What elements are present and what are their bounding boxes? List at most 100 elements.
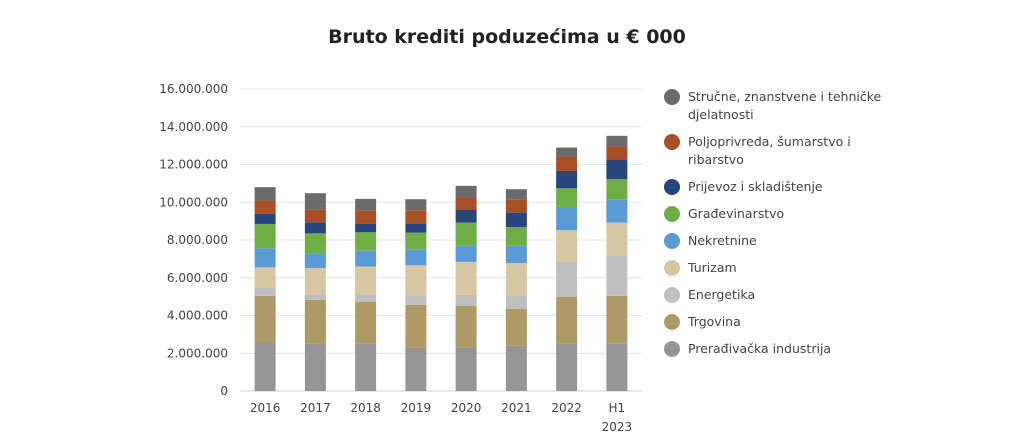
bar-segment xyxy=(455,197,477,210)
bar-segment xyxy=(556,156,578,171)
bar-segment xyxy=(254,267,276,288)
legend-label: Stručne, znanstvene i tehničke djelatnos… xyxy=(688,89,882,122)
bar-segment xyxy=(405,265,427,296)
bar-segment xyxy=(254,248,276,268)
legend-item: Stručne, znanstvene i tehničke djelatnos… xyxy=(664,88,924,124)
legend-label: Energetika xyxy=(688,287,756,302)
bar-segment xyxy=(254,287,276,296)
bar-segment xyxy=(606,295,628,344)
legend-label: Poljoprivreda, šumarstvo i ribarstvo xyxy=(688,134,851,167)
bar-segment xyxy=(606,146,628,160)
bar-segment xyxy=(405,232,427,250)
legend-marker xyxy=(664,287,680,303)
x-tick-label: 2022 xyxy=(551,401,582,415)
bar-segment xyxy=(405,304,427,348)
bar-segment xyxy=(556,206,578,231)
bar-segment xyxy=(304,222,326,234)
bar-segment xyxy=(304,343,326,391)
bar-segment xyxy=(304,253,326,269)
bar-segment xyxy=(355,198,377,211)
bar-segment xyxy=(505,226,527,246)
legend-marker xyxy=(664,314,680,330)
bar-segment xyxy=(455,245,477,262)
legend-item: Poljoprivreda, šumarstvo i ribarstvo xyxy=(664,133,924,169)
bar-segment xyxy=(355,232,377,251)
bar-segment xyxy=(556,188,578,207)
legend-item: Prerađivačka industrija xyxy=(664,340,924,358)
bar-segment xyxy=(254,200,276,214)
bar-segment xyxy=(254,342,276,391)
bar-segment xyxy=(304,193,326,210)
bar-segment xyxy=(304,299,326,344)
bar-segment xyxy=(556,230,578,262)
bar-segment xyxy=(304,268,326,295)
bar-segment xyxy=(355,223,377,233)
bar-segment xyxy=(455,305,477,348)
bar-segment xyxy=(505,189,527,200)
bar-segment xyxy=(556,261,578,298)
y-tick-label: 16.000.000 xyxy=(159,82,228,96)
bar-segment xyxy=(455,261,477,295)
bar-segment xyxy=(405,295,427,305)
bar-segment xyxy=(405,249,427,266)
bar-segment xyxy=(355,250,377,267)
legend-label: Građevinarstvo xyxy=(688,206,785,221)
legend-item: Nekretnine xyxy=(664,232,924,250)
bar-segment xyxy=(405,199,427,211)
bar-segment xyxy=(405,223,427,233)
bar-segment xyxy=(304,209,326,223)
legend-label: Turizam xyxy=(688,260,737,275)
bar-segment xyxy=(606,199,628,223)
bar-segment xyxy=(606,135,628,147)
legend-item: Turizam xyxy=(664,259,924,277)
bar-segment xyxy=(455,347,477,391)
bar-segment xyxy=(606,255,628,296)
bar-segment xyxy=(505,199,527,213)
y-tick-label: 12.000.000 xyxy=(159,158,228,172)
legend-label: Trgovina xyxy=(688,314,741,329)
legend-item: Građevinarstvo xyxy=(664,205,924,223)
bar-segment xyxy=(505,245,527,264)
bar-segment xyxy=(355,266,377,295)
bar-segment xyxy=(505,263,527,296)
bar-segment xyxy=(556,147,578,157)
legend-label: Prerađivačka industrija xyxy=(688,341,832,356)
bar-segment xyxy=(254,213,276,224)
bar-segment xyxy=(455,209,477,223)
bar-segment xyxy=(405,210,427,224)
x-tick-label: 2016 xyxy=(250,401,281,415)
bar-segment xyxy=(355,343,377,391)
legend-marker xyxy=(664,341,680,357)
x-tick-label: H1 2023 xyxy=(602,401,633,434)
bar-segment xyxy=(304,233,326,254)
legend-marker xyxy=(664,179,680,195)
y-tick-label: 6.000.000 xyxy=(167,271,228,285)
bar-segment xyxy=(405,347,427,391)
bar-segment xyxy=(455,185,477,198)
y-tick-label: 10.000.000 xyxy=(159,195,228,209)
y-tick-label: 0 xyxy=(220,384,228,398)
legend-item: Prijevoz i skladištenje xyxy=(664,178,924,196)
legend-marker xyxy=(664,260,680,276)
bar-segment xyxy=(505,212,527,227)
bar-segment xyxy=(455,222,477,246)
bar-segment xyxy=(606,343,628,391)
bar-segment xyxy=(254,223,276,249)
x-tick-label: 2017 xyxy=(300,401,331,415)
bar-segment xyxy=(455,294,477,306)
bar-segment xyxy=(606,179,628,200)
x-tick-label: 2018 xyxy=(350,401,381,415)
bar-segment xyxy=(606,222,628,256)
bar-segment xyxy=(505,345,527,391)
bar-segment xyxy=(556,297,578,344)
legend: Stručne, znanstvene i tehničke djelatnos… xyxy=(664,88,924,367)
bar-segment xyxy=(606,159,628,180)
bar-segment xyxy=(556,343,578,391)
legend-item: Trgovina xyxy=(664,313,924,331)
legend-marker xyxy=(664,134,680,150)
x-tick-label: 2021 xyxy=(501,401,532,415)
x-tick-label: 2019 xyxy=(401,401,432,415)
bar-segment xyxy=(556,170,578,189)
y-tick-label: 8.000.000 xyxy=(167,233,228,247)
